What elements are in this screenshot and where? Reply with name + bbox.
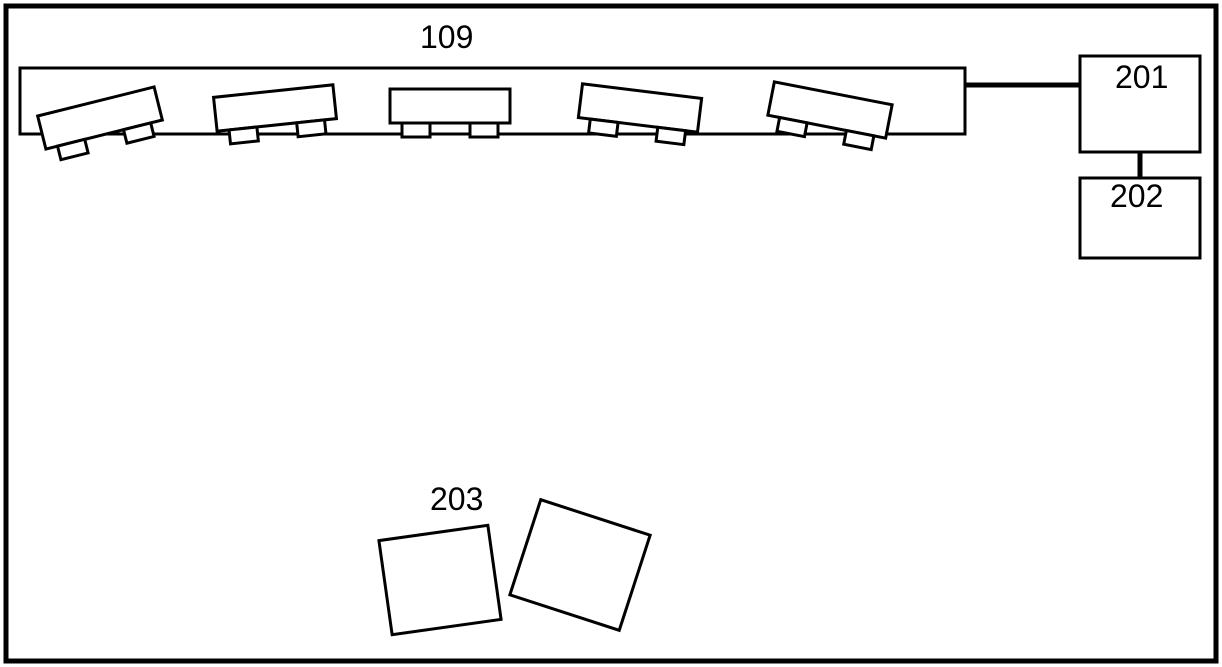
loose-box-1 — [379, 525, 501, 634]
label-201: 201 — [1115, 59, 1168, 95]
label-109: 109 — [420, 19, 473, 55]
label-202: 202 — [1110, 178, 1163, 214]
label-203: 203 — [430, 481, 483, 517]
